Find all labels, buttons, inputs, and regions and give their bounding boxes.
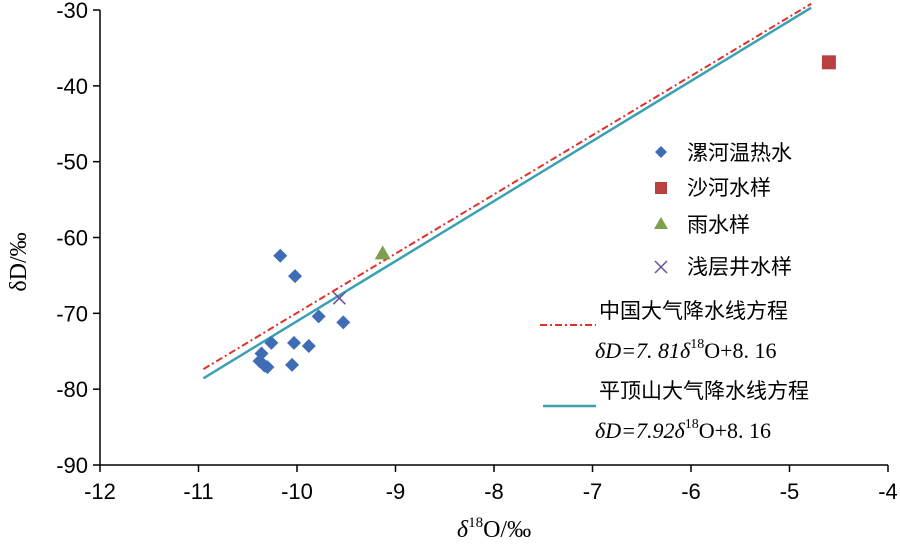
y-tick-label: -60 [56,226,88,251]
legend-label-series-0: 漯河温热水 [687,141,792,165]
line-series-1 [202,6,812,380]
point-diamond [288,269,303,284]
legend-marker-x [654,260,668,274]
point-triangle [374,245,391,260]
legend-label-line-1: 平顶山大气降水线方程 [599,379,809,403]
y-tick-label: -80 [56,377,88,402]
x-tick-label: -4 [878,479,898,504]
x-tick-label: -10 [281,479,313,504]
point-diamond [273,248,288,263]
regression-lines [202,2,812,380]
x-tick-label: -9 [386,479,406,504]
legend-marker-triangle [654,217,668,229]
y-tick-label: -90 [56,453,88,478]
legend-equation-line-0: δD=7. 81δ18O+8. 16 [595,337,776,363]
legend-label-series-2: 雨水样 [687,213,750,237]
y-tick-label: -70 [56,301,88,326]
x-axis-title: δ18O/‰ [457,515,531,543]
point-x [332,291,346,305]
legend: 漯河温热水 沙河水样 雨水样 浅层井水样 中国大气降水线方程 δD=7. 81δ… [540,141,809,443]
legend-marker-square [655,182,667,194]
axis-ticks: -12 -11 -10 -9 -8 -7 -6 -5 -4 -90 -80 -70 -60 -50 -40 -… [56,0,898,504]
y-tick-label: -30 [56,0,88,23]
x-tick-label: -8 [484,479,504,504]
legend-marker-diamond [655,146,667,158]
point-diamond [264,335,279,350]
point-diamond [311,309,326,324]
point-diamond [301,338,316,353]
data-points [252,55,836,375]
point-diamond [285,357,300,372]
y-tick-label: -50 [56,150,88,175]
x-tick-label: -6 [681,479,701,504]
y-tick-label: -40 [56,74,88,99]
x-tick-label: -7 [583,479,603,504]
point-diamond [287,335,302,350]
x-tick-label: -5 [780,479,800,504]
line-series-0 [202,2,812,370]
legend-label-series-3: 浅层井水样 [687,255,792,279]
point-square [821,55,836,70]
y-axis-title: δD/‰ [6,232,32,291]
point-diamond [336,315,351,330]
point-diamond [260,360,275,375]
x-tick-label: -12 [84,479,116,504]
legend-label-series-1: 沙河水样 [687,176,771,200]
x-tick-label: -11 [183,479,213,504]
legend-equation-line-1: δD=7.92δ18O+8. 16 [595,417,771,443]
legend-label-line-0: 中国大气降水线方程 [599,299,788,323]
